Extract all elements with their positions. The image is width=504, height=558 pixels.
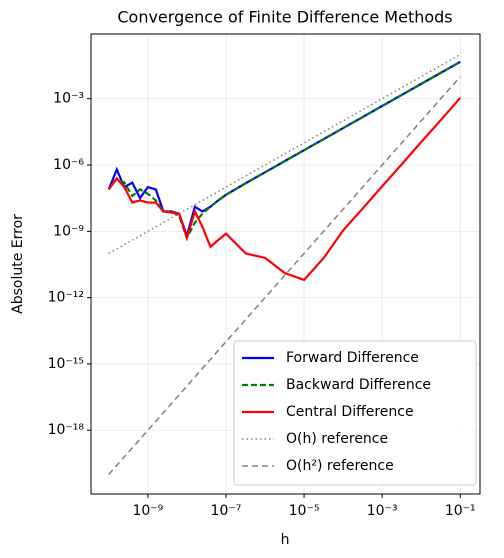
chart-title: Convergence of Finite Difference Methods — [117, 8, 452, 27]
x-tick-label: 10⁻¹ — [445, 503, 476, 519]
x-tick-label: 10⁻⁵ — [289, 503, 320, 519]
legend-label: Forward Difference — [286, 350, 419, 366]
legend-label: Central Difference — [286, 404, 414, 420]
y-tick-label: 10⁻⁶ — [53, 157, 84, 173]
x-tick-label: 10⁻⁹ — [132, 503, 163, 519]
series-line — [108, 53, 461, 255]
legend-label: O(h) reference — [286, 431, 388, 447]
legend-box — [233, 340, 477, 486]
series-line — [108, 76, 461, 475]
x-tick-label: 10⁻⁷ — [211, 503, 242, 519]
y-tick-label: 10⁻¹² — [48, 290, 84, 306]
y-tick-label: 10⁻³ — [53, 91, 84, 107]
y-axis-label: Absolute Error — [10, 214, 26, 314]
series-line — [107, 97, 462, 282]
plot-frame — [90, 33, 481, 495]
series-line — [107, 60, 461, 241]
legend-label: Backward Difference — [286, 377, 431, 393]
y-tick-label: 10⁻¹⁸ — [48, 422, 85, 438]
x-axis-label: h — [281, 532, 290, 548]
legend-label: O(h²) reference — [286, 458, 394, 474]
x-tick-label: 10⁻³ — [367, 503, 398, 519]
y-tick-label: 10⁻⁹ — [53, 223, 84, 239]
y-tick-label: 10⁻¹⁵ — [48, 356, 84, 372]
